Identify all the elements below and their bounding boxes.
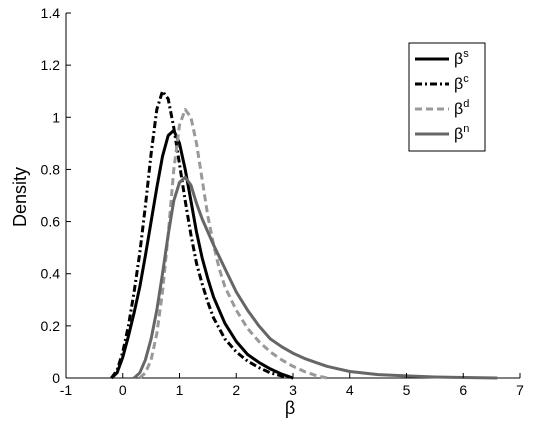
legend-label-superscript: n [463,123,469,135]
x-axis-title: β [285,398,295,418]
x-tick-label: 3 [289,382,297,398]
series-line-s [110,128,294,380]
legend-label-c: βc [454,73,469,93]
legend-label-s: βs [454,48,469,68]
x-tick-label: 2 [232,382,240,398]
series-line-n [133,175,498,380]
x-tick-label: 1 [176,382,184,398]
y-tick-label: 1 [52,109,60,125]
y-axis-title: Density [10,167,30,227]
y-tick-label: 0 [52,370,60,386]
x-tick-label: 0 [119,382,127,398]
series-line-d [138,108,328,380]
legend-label-base: β [454,126,463,143]
legend-label-base: β [454,101,463,118]
legend-label-base: β [454,51,463,68]
legend-label-n: βn [454,123,469,143]
legend-label-superscript: d [463,98,469,110]
ticks-layer: -1 0 1 2 3 4 5 6 700.20.40.60.811.21.4 [41,5,525,398]
y-tick-label: 0.8 [41,161,61,177]
x-tick-label: 7 [516,382,524,398]
y-tick-label: 0.6 [41,214,61,230]
series-layer [110,89,498,380]
legend-label-base: β [454,76,463,93]
y-tick-label: 0.2 [41,318,61,334]
y-tick-label: 0.4 [41,266,61,282]
series-line-c [110,89,294,380]
y-tick-label: 1.4 [41,5,61,21]
x-tick-label: -1 [60,382,73,398]
x-tick-label: 4 [346,382,354,398]
y-tick-label: 1.2 [41,57,61,73]
legend-label-d: βd [454,98,469,118]
legend-label-superscript: s [463,48,469,60]
legend-label-superscript: c [463,73,469,85]
x-tick-label: 5 [403,382,411,398]
x-tick-label: 6 [459,382,467,398]
